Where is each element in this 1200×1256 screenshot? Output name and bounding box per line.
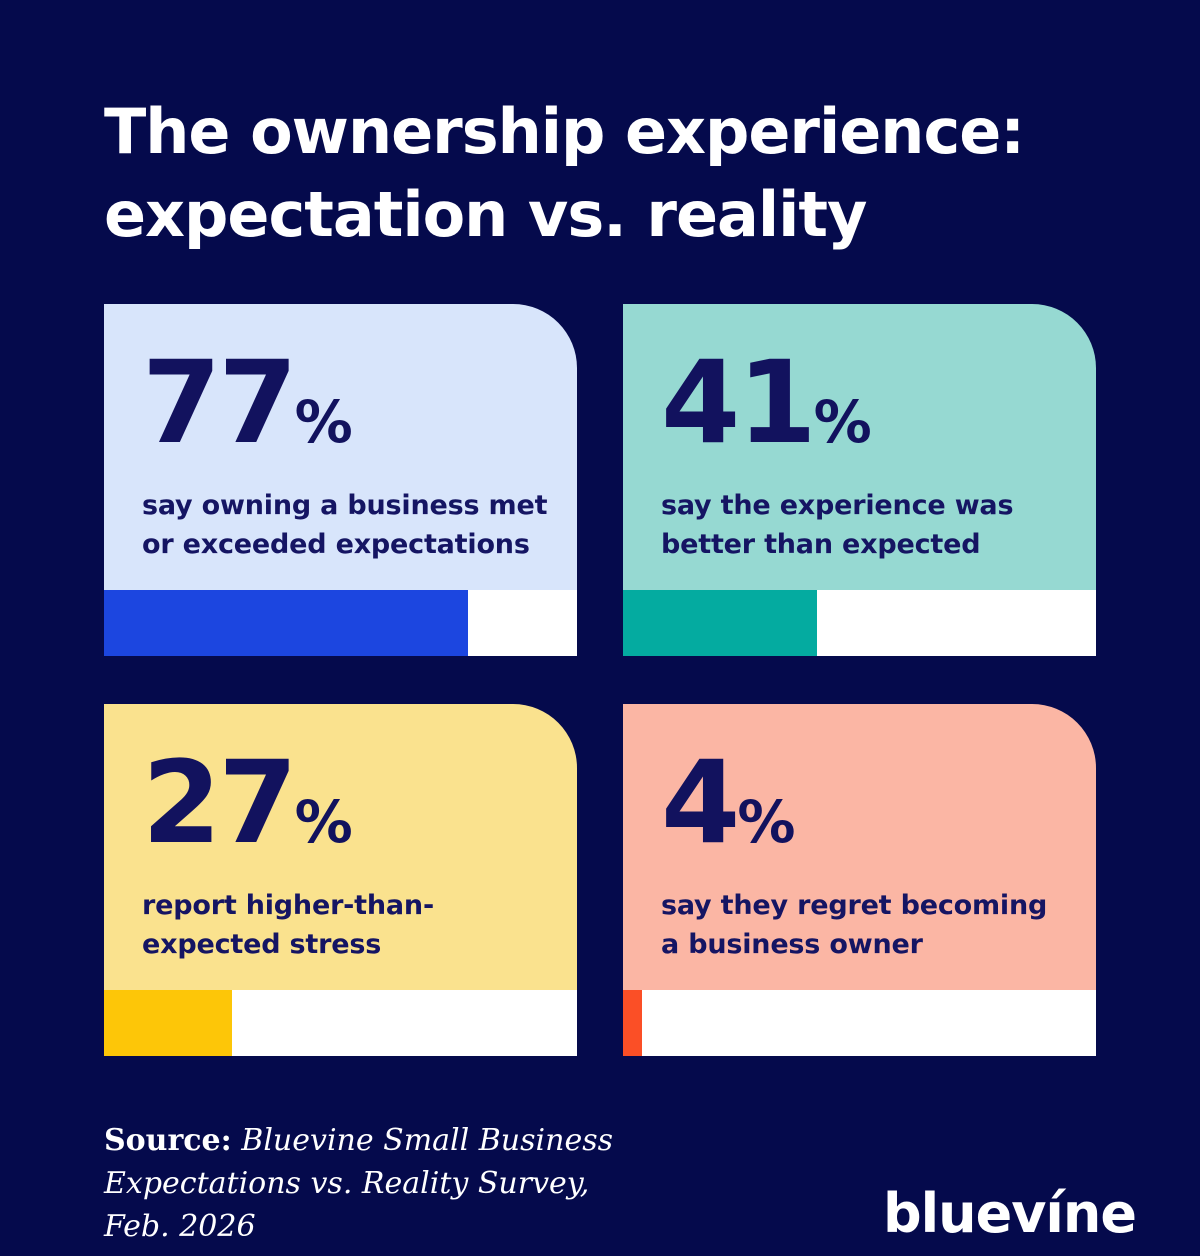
progress-bar-fill bbox=[104, 590, 469, 657]
stat-value: 4% bbox=[661, 746, 1068, 860]
stat-card-regret: 4% say they regret becoming a business o… bbox=[623, 704, 1096, 1057]
stat-card-body: 4% say they regret becoming a business o… bbox=[623, 704, 1096, 990]
stat-value: 41% bbox=[661, 346, 1068, 460]
stat-number: 77 bbox=[142, 336, 298, 470]
stat-card-body: 77% say owning a business met or exceede… bbox=[104, 304, 577, 590]
progress-bar-track bbox=[623, 590, 1096, 657]
source-attribution: Source: Bluevine Small Business Expectat… bbox=[104, 1120, 664, 1249]
bluevine-logo: bluevíne bbox=[882, 1181, 1137, 1245]
page-title: The ownership experience: expectation vs… bbox=[0, 0, 1200, 256]
stat-card-met-expectations: 77% say owning a business met or exceede… bbox=[104, 304, 577, 657]
stat-value: 27% bbox=[142, 746, 549, 860]
progress-bar-fill bbox=[623, 590, 817, 657]
stat-description: say owning a business met or exceeded ex… bbox=[142, 490, 548, 561]
stat-card-grid: 77% say owning a business met or exceede… bbox=[104, 304, 1096, 1057]
progress-bar-track bbox=[623, 990, 1096, 1057]
stat-description: report higher-than-expected stress bbox=[142, 890, 434, 961]
progress-bar-fill bbox=[104, 990, 232, 1057]
source-text: Bluevine Small Business Expectations vs.… bbox=[104, 1123, 613, 1244]
percent-sign: % bbox=[294, 788, 353, 857]
stat-card-body: 41% say the experience was better than e… bbox=[623, 304, 1096, 590]
source-label: Source: bbox=[104, 1123, 232, 1159]
footer: Source: Bluevine Small Business Expectat… bbox=[104, 1120, 1137, 1249]
stat-card-higher-stress: 27% report higher-than-expected stress bbox=[104, 704, 577, 1057]
stat-card-better-than-expected: 41% say the experience was better than e… bbox=[623, 304, 1096, 657]
percent-sign: % bbox=[737, 788, 796, 857]
stat-number: 4 bbox=[661, 736, 740, 870]
page-title-line-2: expectation vs. reality bbox=[104, 178, 867, 252]
progress-bar-fill bbox=[623, 990, 642, 1057]
stat-value: 77% bbox=[142, 346, 549, 460]
percent-sign: % bbox=[294, 388, 353, 457]
stat-description: say the experience was better than expec… bbox=[661, 490, 1014, 561]
stat-description: say they regret becoming a business owne… bbox=[661, 890, 1048, 961]
stat-number: 41 bbox=[661, 336, 817, 470]
stat-card-body: 27% report higher-than-expected stress bbox=[104, 704, 577, 990]
percent-sign: % bbox=[813, 388, 872, 457]
page-title-line-1: The ownership experience: bbox=[104, 95, 1025, 168]
progress-bar-track bbox=[104, 990, 577, 1057]
stat-number: 27 bbox=[142, 736, 298, 870]
progress-bar-track bbox=[104, 590, 577, 657]
